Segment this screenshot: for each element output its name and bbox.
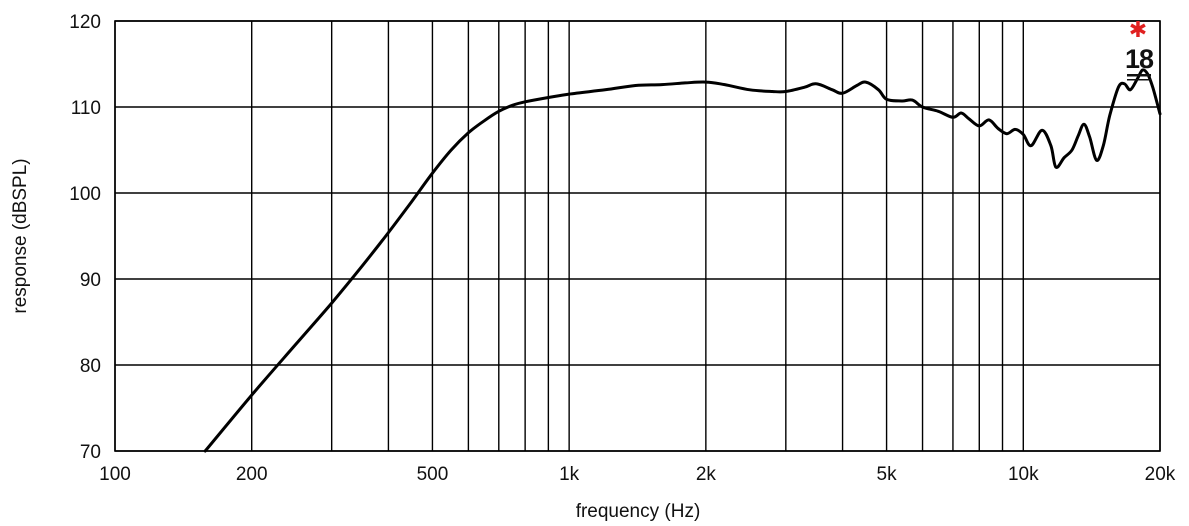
x-tick-label: 2k xyxy=(696,464,717,485)
x-axis-ticks: 100 200 500 1k 2k 5k 10k 20k xyxy=(99,464,1176,485)
logo-underline xyxy=(1127,79,1151,81)
x-tick-label: 100 xyxy=(99,464,131,485)
y-tick-label: 70 xyxy=(80,442,101,463)
y-tick-label: 110 xyxy=(71,98,101,119)
brand-logo: ✱ 18 xyxy=(1125,18,1155,81)
y-tick-label: 90 xyxy=(80,270,101,291)
plot-frame xyxy=(114,20,1161,452)
x-tick-label: 500 xyxy=(417,464,449,485)
x-axis-title: frequency (Hz) xyxy=(576,501,701,522)
x-tick-label: 20k xyxy=(1145,464,1176,485)
x-tick-label: 5k xyxy=(877,464,898,485)
x-tick-label: 1k xyxy=(559,464,580,485)
y-axis-title: response (dBSPL) xyxy=(10,158,31,313)
series-layer xyxy=(203,68,1162,453)
star-icon: ✱ xyxy=(1129,18,1147,43)
grid xyxy=(114,20,1161,452)
x-tick-label: 10k xyxy=(1008,464,1039,485)
x-tick-label: 200 xyxy=(236,464,268,485)
logo-text: 18 xyxy=(1125,44,1154,74)
y-axis-ticks: 70 80 90 100 110 120 xyxy=(69,12,101,463)
response-curve xyxy=(203,68,1162,453)
y-tick-label: 80 xyxy=(80,356,101,377)
logo-underline xyxy=(1127,74,1151,77)
y-tick-label: 100 xyxy=(69,184,101,205)
y-tick-label: 120 xyxy=(69,12,101,33)
